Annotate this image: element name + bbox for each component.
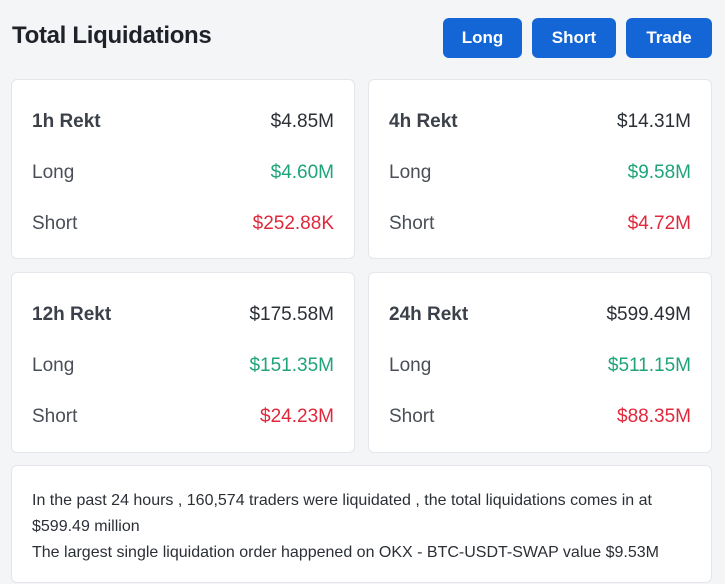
short-label: Short	[32, 406, 78, 427]
long-value: $9.58M	[627, 162, 691, 183]
short-label: Short	[389, 406, 435, 427]
summary-line-traders: In the past 24 hours , 160,574 traders w…	[32, 492, 652, 535]
short-value: $88.35M	[617, 406, 691, 427]
short-label: Short	[389, 213, 435, 234]
card-total-row: 24h Rekt $599.49M	[389, 301, 691, 329]
short-button[interactable]: Short	[532, 18, 616, 58]
long-value: $151.35M	[249, 355, 334, 376]
card-long-row: Long $4.60M	[32, 159, 334, 187]
short-value: $24.23M	[260, 406, 334, 427]
long-label: Long	[389, 162, 432, 183]
short-value: $4.72M	[627, 213, 691, 234]
long-label: Long	[32, 355, 75, 376]
long-value: $4.60M	[270, 162, 334, 183]
card-short-row: Short $88.35M	[389, 403, 691, 431]
card-short-row: Short $252.88K	[32, 210, 334, 238]
card-total-row: 12h Rekt $175.58M	[32, 301, 334, 329]
long-value: $511.15M	[607, 355, 691, 376]
card-label: 1h Rekt	[32, 111, 101, 132]
card-long-row: Long $511.15M	[389, 352, 691, 380]
total-value: $4.85M	[270, 111, 334, 132]
card-total-row: 4h Rekt $14.31M	[389, 108, 691, 136]
total-value: $175.58M	[249, 304, 334, 325]
card-long-row: Long $151.35M	[32, 352, 334, 380]
short-label: Short	[32, 213, 78, 234]
total-value: $599.49M	[606, 304, 691, 325]
trade-button[interactable]: Trade	[626, 18, 712, 58]
page-title: Total Liquidations	[12, 22, 212, 49]
card-label: 12h Rekt	[32, 304, 112, 325]
header: Total Liquidations Long Short Trade	[0, 0, 725, 78]
card-4h: 4h Rekt $14.31M Long $9.58M Short $4.72M	[368, 79, 712, 259]
card-12h: 12h Rekt $175.58M Long $151.35M Short $2…	[11, 272, 355, 453]
long-label: Long	[389, 355, 432, 376]
summary-line-largest-order: The largest single liquidation order hap…	[32, 544, 659, 561]
card-label: 4h Rekt	[389, 111, 458, 132]
total-value: $14.31M	[617, 111, 691, 132]
long-label: Long	[32, 162, 75, 183]
short-value: $252.88K	[252, 213, 334, 234]
card-total-row: 1h Rekt $4.85M	[32, 108, 334, 136]
card-label: 24h Rekt	[389, 304, 469, 325]
card-long-row: Long $9.58M	[389, 159, 691, 187]
card-short-row: Short $4.72M	[389, 210, 691, 238]
card-24h: 24h Rekt $599.49M Long $511.15M Short $8…	[368, 272, 712, 453]
card-short-row: Short $24.23M	[32, 403, 334, 431]
card-1h: 1h Rekt $4.85M Long $4.60M Short $252.88…	[11, 79, 355, 259]
long-button[interactable]: Long	[443, 18, 522, 58]
summary-panel: In the past 24 hours , 160,574 traders w…	[11, 465, 712, 583]
